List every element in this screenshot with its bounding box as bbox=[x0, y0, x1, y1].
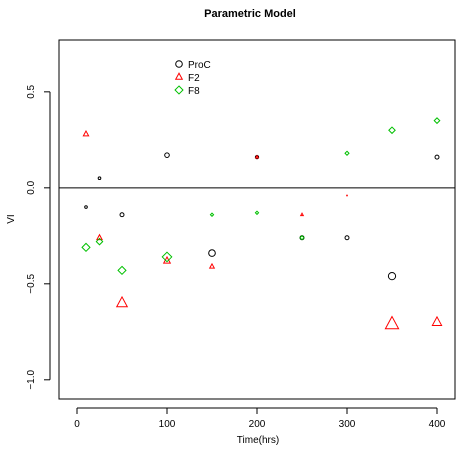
point-f8 bbox=[95, 237, 104, 246]
legend-marker-f2 bbox=[174, 72, 184, 80]
point-proc bbox=[97, 176, 102, 181]
legend-label-proc: ProC bbox=[188, 60, 211, 71]
point-f2 bbox=[254, 154, 260, 159]
y-tick-label: 0.0 bbox=[26, 180, 37, 194]
series-f8 bbox=[81, 117, 441, 276]
x-tick-label: 300 bbox=[339, 419, 356, 430]
y-tick-label: −1.0 bbox=[26, 369, 37, 389]
point-proc bbox=[387, 272, 397, 281]
x-tick-label: 100 bbox=[159, 419, 176, 430]
axes: 0 100 200 300 400 −1.0 −0.5 0.0 0.5 bbox=[26, 84, 455, 430]
legend: ProC F2 F8 bbox=[174, 60, 211, 97]
point-f8 bbox=[299, 235, 305, 241]
point-f8 bbox=[81, 242, 91, 253]
point-proc bbox=[208, 249, 216, 257]
point-f8 bbox=[117, 265, 127, 276]
point-f2 bbox=[115, 295, 129, 308]
y-tick-label: 0.5 bbox=[26, 84, 37, 98]
y-axis-label: VI bbox=[6, 214, 17, 223]
point-proc bbox=[164, 152, 170, 158]
point-proc bbox=[344, 235, 350, 241]
point-f2 bbox=[431, 315, 443, 326]
point-f2 bbox=[299, 212, 305, 217]
series-f2 bbox=[82, 129, 443, 330]
point-f8 bbox=[344, 150, 350, 156]
point-f8 bbox=[388, 126, 396, 135]
data-marks bbox=[81, 117, 443, 330]
point-f8 bbox=[209, 212, 215, 217]
x-tick-label: 200 bbox=[249, 419, 266, 430]
y-tick-label: −0.5 bbox=[26, 274, 37, 294]
point-proc bbox=[434, 154, 440, 160]
point-f8 bbox=[254, 210, 260, 216]
point-f2 bbox=[96, 233, 103, 241]
point-f8 bbox=[161, 251, 173, 263]
x-axis-label: Time(hrs) bbox=[237, 435, 279, 446]
point-f2 bbox=[82, 129, 90, 137]
series-proc bbox=[84, 152, 440, 281]
chart-title: Parametric Model bbox=[204, 8, 296, 20]
plot-frame bbox=[58, 39, 456, 400]
legend-label-f2: F2 bbox=[188, 73, 200, 84]
x-tick-label: 400 bbox=[429, 419, 446, 430]
legend-label-f8: F8 bbox=[188, 86, 200, 97]
point-proc bbox=[84, 205, 88, 209]
legend-marker-f8 bbox=[174, 85, 184, 95]
point-f8 bbox=[433, 117, 441, 125]
point-f2 bbox=[346, 194, 348, 197]
point-f2 bbox=[208, 262, 216, 269]
x-tick-label: 0 bbox=[74, 419, 80, 430]
point-proc bbox=[119, 212, 125, 218]
point-f2 bbox=[384, 315, 400, 330]
legend-marker-proc bbox=[175, 60, 183, 68]
